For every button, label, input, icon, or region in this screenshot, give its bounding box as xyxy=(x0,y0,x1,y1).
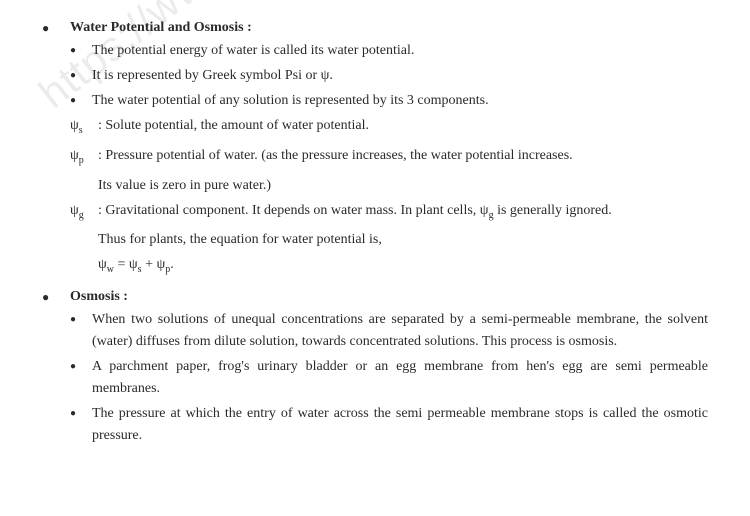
psi-s-symbol: ψs xyxy=(70,115,98,142)
bullet-icon: ● xyxy=(70,309,92,353)
psi-p-symbol: ψp xyxy=(70,145,98,172)
list-item: ● When two solutions of unequal concentr… xyxy=(70,309,708,353)
definition-row: ψs : Solute potential, the amount of wat… xyxy=(70,115,708,142)
bullet-icon: ● xyxy=(42,287,70,307)
equation-line: ψw = ψs + ψp. xyxy=(70,254,708,281)
list-item-text: The water potential of any solution is r… xyxy=(92,90,708,112)
list-item: ● The water potential of any solution is… xyxy=(70,90,708,112)
section2-list: ● When two solutions of unequal concentr… xyxy=(42,309,708,447)
definition-text: : Gravitational component. It depends on… xyxy=(98,200,708,227)
section-heading-row: ● Water Potential and Osmosis : xyxy=(42,18,708,38)
list-item-text: The potential energy of water is called … xyxy=(92,40,708,62)
bullet-icon: ● xyxy=(70,40,92,62)
list-item-text: It is represented by Greek symbol Psi or… xyxy=(92,65,708,87)
definition-row: ψp : Pressure potential of water. (as th… xyxy=(70,145,708,172)
list-item: ● The potential energy of water is calle… xyxy=(70,40,708,62)
list-item-text: A parchment paper, frog's urinary bladde… xyxy=(92,356,708,400)
psi-g-symbol: ψg xyxy=(70,200,98,227)
bullet-icon: ● xyxy=(70,403,92,447)
bullet-icon: ● xyxy=(70,65,92,87)
definition-continuation: Its value is zero in pure water.) xyxy=(70,175,708,197)
definition-text: : Solute potential, the amount of water … xyxy=(98,115,708,142)
section1-list: ● The potential energy of water is calle… xyxy=(42,40,708,281)
list-item: ● It is represented by Greek symbol Psi … xyxy=(70,65,708,87)
document-content: ● Water Potential and Osmosis : ● The po… xyxy=(42,18,708,447)
bullet-icon: ● xyxy=(70,356,92,400)
section-heading: Water Potential and Osmosis : xyxy=(70,18,252,38)
list-item-text: When two solutions of unequal concentrat… xyxy=(92,309,708,353)
bullet-icon: ● xyxy=(70,90,92,112)
definition-text: : Pressure potential of water. (as the p… xyxy=(98,145,708,172)
list-item: ● A parchment paper, frog's urinary blad… xyxy=(70,356,708,400)
list-item: ● The pressure at which the entry of wat… xyxy=(70,403,708,447)
section-heading: Osmosis : xyxy=(70,287,128,307)
definition-continuation: Thus for plants, the equation for water … xyxy=(70,229,708,251)
section-heading-row: ● Osmosis : xyxy=(42,287,708,307)
bullet-icon: ● xyxy=(42,18,70,38)
definition-row: ψg : Gravitational component. It depends… xyxy=(70,200,708,227)
list-item-text: The pressure at which the entry of water… xyxy=(92,403,708,447)
